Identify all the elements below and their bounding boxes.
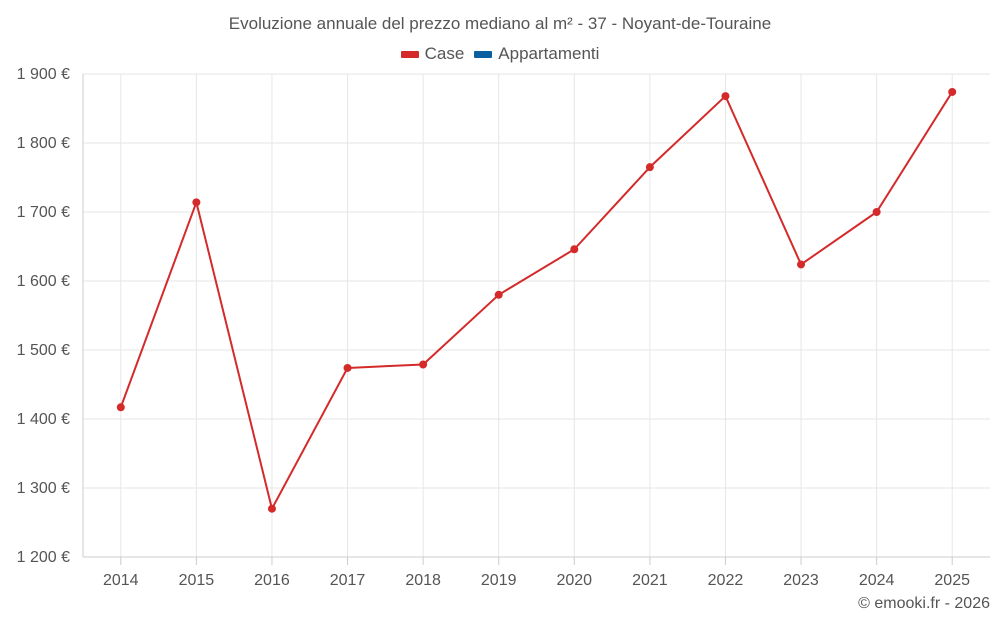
- x-tick-label: 2022: [708, 572, 744, 589]
- data-point-case-2019[interactable]: [494, 290, 503, 299]
- x-axis-ticks: 2014 2015 2016 2017 2018 2019 2020 2021 2022 2023…: [103, 572, 970, 589]
- data-point-case-2015[interactable]: [192, 198, 201, 207]
- credit-text[interactable]: © emooki.fr - 2026: [858, 595, 990, 612]
- y-tick-label: 1 300 €: [17, 480, 70, 497]
- series-layer: [116, 87, 957, 513]
- data-point-case-2017[interactable]: [343, 363, 352, 372]
- data-point-case-2022[interactable]: [721, 92, 730, 101]
- data-point-case-2023[interactable]: [797, 260, 806, 269]
- legend: Case Appartamenti: [0, 44, 1000, 64]
- y-axis-ticks: 1 200 € 1 300 € 1 400 € 1 500 € 1 600 € 1 700…: [17, 66, 70, 566]
- x-tick-label: 2024: [859, 572, 895, 589]
- y-tick-label: 1 200 €: [17, 549, 70, 566]
- series-line-case: [119, 91, 954, 510]
- x-tick-label: 2017: [330, 572, 366, 589]
- chart-title: Evoluzione annuale del prezzo mediano al…: [228, 14, 772, 33]
- data-point-case-2024[interactable]: [872, 208, 881, 216]
- x-tick-label: 2020: [556, 572, 592, 589]
- data-point-case-2014[interactable]: [116, 403, 125, 412]
- x-tick-label: 2018: [405, 572, 441, 589]
- y-tick-label: 1 700 €: [17, 204, 70, 221]
- x-tick-label: 2019: [481, 572, 517, 589]
- y-tick-label: 1 800 €: [17, 135, 70, 152]
- data-point-case-2016[interactable]: [267, 504, 276, 513]
- y-tick-label: 1 400 €: [17, 411, 70, 428]
- y-tick-label: 1 900 €: [17, 66, 70, 83]
- x-tick-label: 2025: [934, 572, 970, 589]
- x-tick-label: 2023: [783, 572, 819, 589]
- legend-item-case[interactable]: Case: [400, 44, 465, 64]
- data-point-case-2020[interactable]: [570, 245, 579, 254]
- legend-label-case: Case: [424, 44, 465, 63]
- legend-swatch-appartamenti: [474, 50, 493, 58]
- x-tick-label: 2021: [632, 572, 668, 589]
- grid-layer: [83, 73, 990, 558]
- legend-label-appartamenti: Appartamenti: [498, 44, 600, 63]
- x-tick-label: 2014: [103, 572, 139, 589]
- data-point-case-2018[interactable]: [419, 360, 428, 369]
- axis-layer: [82, 74, 990, 565]
- data-point-case-2021[interactable]: [645, 163, 654, 172]
- x-tick-label: 2015: [179, 572, 215, 589]
- y-tick-label: 1 500 €: [17, 342, 70, 359]
- x-tick-label: 2016: [254, 572, 290, 589]
- legend-swatch-case: [400, 50, 419, 58]
- data-point-case-2025[interactable]: [948, 87, 957, 96]
- legend-item-appartamenti[interactable]: Appartamenti: [474, 44, 599, 64]
- y-tick-label: 1 600 €: [17, 273, 70, 290]
